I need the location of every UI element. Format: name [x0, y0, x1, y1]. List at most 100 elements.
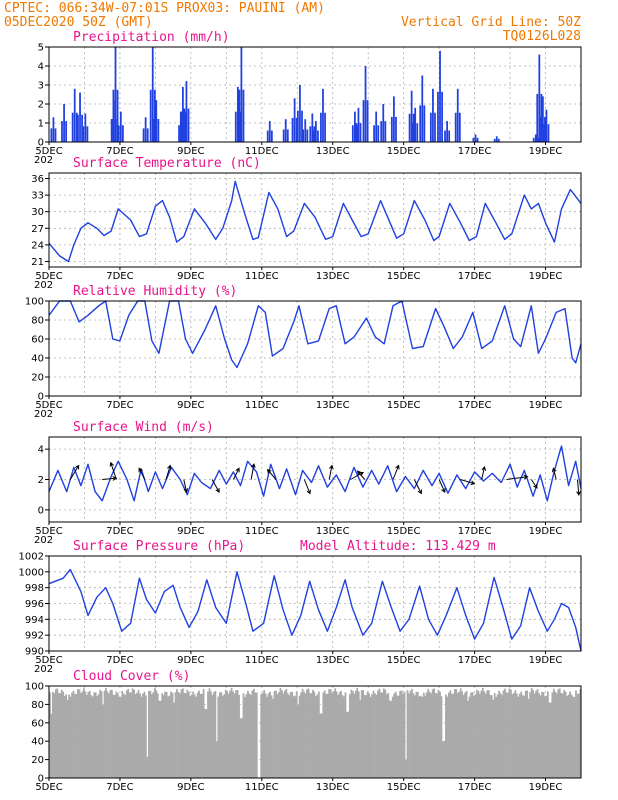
- cloud-bar: [205, 709, 208, 778]
- cloud-bar: [133, 689, 136, 778]
- precip-bar: [234, 111, 237, 142]
- precip-bar: [458, 112, 461, 142]
- cloud-bar: [393, 693, 396, 778]
- cloud-bar: [335, 691, 338, 778]
- precip-bar: [429, 112, 432, 142]
- cloud-bar: [535, 690, 537, 778]
- cloud-bar: [428, 691, 431, 778]
- cloud-bar: [555, 693, 558, 778]
- cloud-bar: [566, 696, 568, 778]
- precip-bar: [240, 47, 243, 142]
- cloud-bar: [348, 694, 351, 778]
- y-tick-label: 2: [38, 475, 44, 486]
- x-tick-label: 11DEC: [245, 526, 279, 537]
- precip-bar: [268, 121, 271, 142]
- panel-cloud-cover: 0 20 40 60 80 100 5DEC 7DEC 9DEC 11DEC 13DEC 15DEC 1…: [25, 669, 582, 793]
- precip-bar: [375, 111, 378, 142]
- cloud-bar: [489, 694, 492, 778]
- precip-bar: [266, 130, 269, 142]
- cloud-bar: [298, 695, 301, 778]
- precip-bar: [366, 100, 369, 142]
- precip-bar: [547, 124, 550, 142]
- cloud-bar: [78, 689, 81, 778]
- cloud-bar: [204, 709, 206, 778]
- precip-bar: [497, 138, 500, 142]
- cloud-bar: [278, 692, 280, 778]
- precip-bar: [359, 123, 362, 142]
- wind-arrow: [138, 467, 146, 480]
- cloud-bar: [558, 688, 561, 778]
- x-tick-label: 5DEC: [35, 526, 62, 537]
- cloud-bar: [103, 690, 106, 778]
- cloud-bar: [424, 695, 427, 778]
- cloud-bar: [94, 692, 97, 778]
- wind-arrow: [183, 479, 189, 494]
- cloud-bar: [49, 692, 51, 778]
- y-tick-label: 80: [31, 316, 44, 327]
- cloud-bar: [371, 694, 373, 778]
- precip-bar: [142, 128, 145, 142]
- panel-surface-wind: 0 2 4 5DEC 7DEC 9DEC 11DEC 13DEC 15DEC 17DEC 19DEC…: [34, 420, 582, 546]
- cloud-bar: [360, 690, 363, 778]
- cloud-bar: [458, 691, 461, 778]
- x-tick-label: 19DEC: [529, 782, 563, 793]
- cloud-bar: [462, 695, 465, 778]
- y-tick-label: 994: [25, 615, 44, 626]
- precip-bar: [73, 88, 76, 142]
- y-tick-label: 24: [31, 240, 44, 251]
- cloud-bar: [156, 693, 159, 778]
- precip-bar: [412, 123, 415, 142]
- precip-bar: [456, 88, 459, 142]
- cloud-bar: [114, 694, 116, 778]
- precip-bar: [149, 89, 152, 142]
- y-tick-label: 30: [31, 207, 44, 218]
- y-tick-label: 1: [38, 119, 44, 130]
- cloud-bar: [211, 694, 214, 778]
- cloud-bar: [502, 690, 505, 778]
- wind-arrow: [266, 468, 277, 480]
- x-tick-label: 7DEC: [106, 526, 133, 537]
- x-tick-label: 13DEC: [316, 526, 350, 537]
- cloud-bar: [542, 692, 545, 778]
- cloud-bar: [518, 693, 521, 778]
- cloud-bar: [167, 696, 169, 778]
- precip-bar: [117, 125, 120, 142]
- cloud-bar: [415, 691, 418, 778]
- cloud-bar: [53, 693, 56, 778]
- cloud-bar: [391, 696, 394, 778]
- wind-arrow: [328, 464, 334, 480]
- cloud-bar: [168, 695, 171, 778]
- cloud-bar: [215, 741, 218, 778]
- precip-bar: [393, 96, 395, 142]
- precip-bar: [153, 89, 156, 142]
- precip-bar: [373, 125, 375, 142]
- cloud-bar: [93, 692, 96, 778]
- precip-bar: [446, 121, 448, 142]
- cloud-bar: [455, 689, 458, 778]
- cloud-bar: [235, 690, 237, 778]
- cloud-bar: [343, 696, 345, 778]
- cloud-bar: [440, 696, 443, 778]
- x-tick-label: 5DEC: [35, 400, 62, 411]
- cloud-bar: [111, 690, 113, 778]
- precip-bar: [54, 128, 57, 142]
- header-model: TQ0126L028: [503, 29, 581, 44]
- x-tick-label: 17DEC: [458, 400, 492, 411]
- precip-bar: [236, 86, 239, 142]
- cloud-bar: [409, 690, 412, 778]
- x-tick-label: 11DEC: [245, 400, 279, 411]
- x-tick-label: 7DEC: [106, 271, 133, 282]
- cloud-bar: [419, 695, 422, 778]
- cloud-bar: [241, 718, 243, 778]
- y-tick-label: 0: [38, 392, 44, 403]
- precip-bar: [71, 112, 74, 142]
- precip-bar: [65, 121, 68, 142]
- cloud-bar: [87, 692, 90, 778]
- cloud-bar: [544, 696, 546, 778]
- y-tick-label: 998: [25, 583, 44, 594]
- cloud-bar: [244, 696, 246, 778]
- x-tick-label: 17DEC: [458, 526, 492, 537]
- cloud-bar: [50, 713, 53, 778]
- precip-bar: [144, 117, 147, 142]
- y-tick-label: 80: [31, 700, 44, 711]
